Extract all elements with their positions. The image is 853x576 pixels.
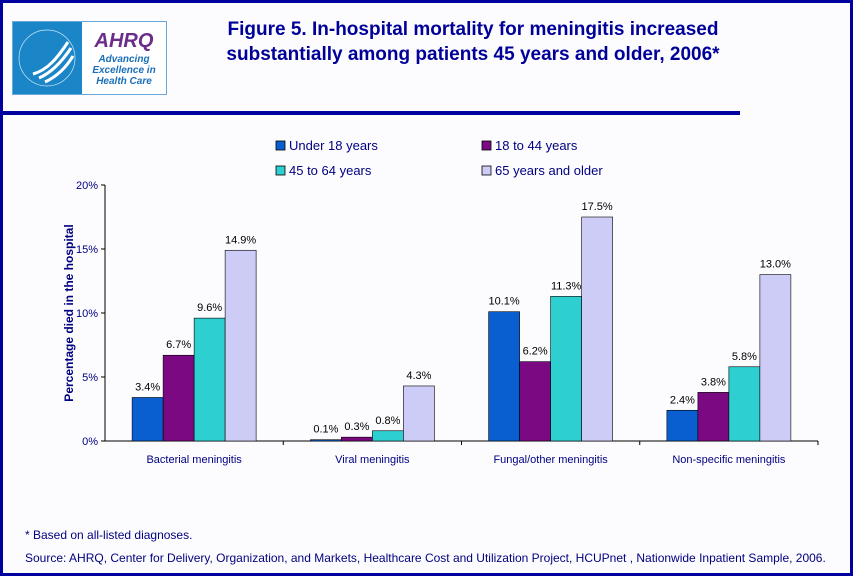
bar	[131, 397, 164, 442]
x-tick-label: Non-specific meningitis	[672, 454, 786, 466]
legend-label: 65 years and older	[495, 163, 603, 178]
footnote: * Based on all-listed diagnoses.	[25, 528, 193, 542]
data-label: 2.4%	[670, 394, 695, 406]
x-tick-label: Viral meningitis	[335, 454, 410, 466]
bar	[341, 436, 373, 442]
data-label: 11.3%	[551, 280, 582, 292]
bar	[550, 296, 582, 442]
data-label: 6.2%	[523, 346, 548, 358]
bar	[728, 366, 761, 442]
data-label: 0.1%	[313, 424, 338, 436]
y-tick-label: 5%	[82, 372, 98, 384]
y-tick-label: 15%	[76, 244, 98, 256]
data-label: 14.9%	[225, 234, 256, 246]
bar	[310, 439, 342, 442]
bar	[488, 311, 520, 442]
legend-label: 45 to 64 years	[289, 163, 372, 178]
bar	[372, 430, 404, 442]
legend-label: 18 to 44 years	[495, 138, 578, 153]
data-label: 6.7%	[166, 339, 191, 351]
data-label: 4.3%	[406, 370, 431, 382]
bar	[193, 317, 226, 442]
divider	[3, 111, 740, 115]
data-label: 9.6%	[197, 302, 222, 314]
data-label: 0.8%	[375, 415, 400, 427]
legend-swatch	[275, 140, 286, 151]
hhs-eagle-icon	[13, 22, 82, 94]
y-tick-label: 0%	[82, 436, 98, 448]
data-label: 3.4%	[135, 381, 160, 393]
bar	[519, 361, 551, 442]
bar	[581, 216, 613, 442]
y-tick-label: 10%	[76, 308, 98, 320]
bar	[162, 354, 195, 442]
y-axis-title: Percentage died in the hospital	[62, 224, 76, 401]
data-label: 3.8%	[701, 376, 726, 388]
bar-chart: 0% 5% 10% 15% 20% Percentage died in the hosp…	[62, 138, 819, 466]
data-label: 17.5%	[582, 201, 613, 213]
bar	[224, 249, 257, 442]
legend-swatch	[481, 140, 492, 151]
data-label: 0.3%	[344, 421, 369, 433]
legend-label: Under 18 years	[289, 138, 378, 153]
x-tick-label: Fungal/other meningitis	[493, 454, 608, 466]
bar	[759, 274, 792, 442]
page-title: Figure 5. In-hospital mortality for meni…	[226, 19, 720, 65]
source-note: Source: AHRQ, Center for Delivery, Organ…	[25, 551, 826, 565]
bar	[666, 409, 699, 442]
ahrq-logo: AHRQ Advancing Excellence in Health Care	[12, 21, 167, 95]
data-label: 10.1%	[489, 296, 520, 308]
data-label: 13.0%	[760, 259, 791, 271]
bar	[403, 385, 435, 442]
legend-swatch	[275, 165, 286, 176]
legend-swatch	[481, 165, 492, 176]
x-tick-label: Bacterial meningitis	[146, 454, 242, 466]
y-tick-label: 20%	[76, 180, 98, 192]
bar	[697, 392, 730, 442]
data-label: 5.8%	[732, 351, 757, 363]
